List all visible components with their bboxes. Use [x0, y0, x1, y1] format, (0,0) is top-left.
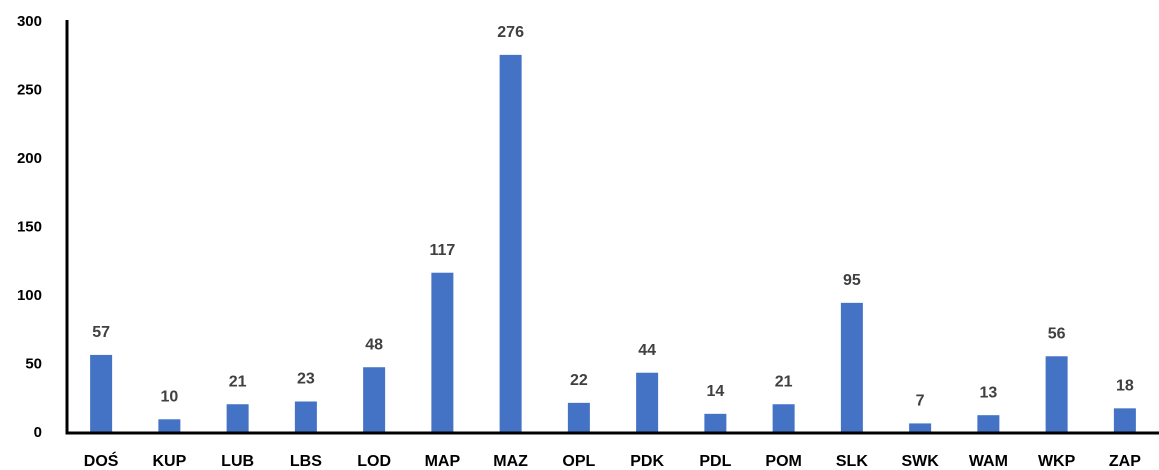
y-tick-label: 250: [17, 81, 42, 98]
value-label: 22: [570, 372, 588, 389]
x-tick-label: LBS: [290, 453, 322, 470]
bar: [1113, 408, 1136, 433]
value-label: 276: [497, 24, 524, 41]
x-tick-label: SWK: [901, 453, 939, 470]
value-label: 57: [92, 324, 110, 341]
x-tick-label: MAZ: [493, 453, 528, 470]
value-label: 21: [229, 373, 247, 390]
x-tick-label: WKP: [1038, 453, 1076, 470]
value-label: 21: [775, 373, 793, 390]
y-tick-label: 150: [17, 218, 42, 235]
value-label: 117: [429, 242, 455, 259]
y-tick-label: 50: [25, 355, 42, 372]
value-label: 48: [365, 336, 383, 353]
value-label: 7: [916, 393, 925, 410]
value-label: 44: [638, 342, 656, 359]
bar: [977, 415, 1000, 433]
x-tick-label: WAM: [969, 453, 1008, 470]
y-tick-label: 0: [34, 424, 42, 441]
x-tick-label: POM: [765, 453, 801, 470]
bar: [909, 423, 932, 433]
bar: [772, 404, 795, 433]
x-tick-label: MAP: [425, 453, 461, 470]
x-tick-label: LUB: [221, 453, 254, 470]
x-tick-label: PDL: [699, 453, 731, 470]
bar: [363, 367, 386, 433]
bar: [158, 419, 181, 433]
bar: [90, 354, 113, 433]
value-label: 13: [979, 384, 997, 401]
x-tick-label: PDK: [630, 453, 664, 470]
value-label: 23: [297, 371, 315, 388]
x-tick-label: ZAP: [1109, 453, 1141, 470]
bar: [636, 372, 659, 433]
x-tick-label: DOŚ: [84, 451, 119, 470]
x-tick-label: SLK: [836, 453, 868, 470]
x-tick-label: KUP: [152, 453, 186, 470]
value-label: 56: [1048, 325, 1066, 342]
y-tick-label: 200: [17, 150, 42, 167]
bar: [499, 54, 522, 433]
bar: [840, 302, 863, 433]
y-tick-label: 100: [17, 287, 42, 304]
value-label: 95: [843, 272, 861, 289]
x-tick-label: OPL: [562, 453, 595, 470]
value-label: 10: [160, 389, 178, 406]
value-label: 14: [706, 383, 724, 400]
bar: [294, 401, 317, 433]
bar: [567, 402, 590, 433]
bar: [1045, 356, 1068, 433]
value-label: 18: [1116, 378, 1134, 395]
bar: [226, 404, 249, 433]
y-tick-label: 300: [17, 13, 42, 30]
bar: [431, 272, 454, 433]
bar: [704, 413, 727, 433]
x-tick-label: LOD: [357, 453, 391, 470]
